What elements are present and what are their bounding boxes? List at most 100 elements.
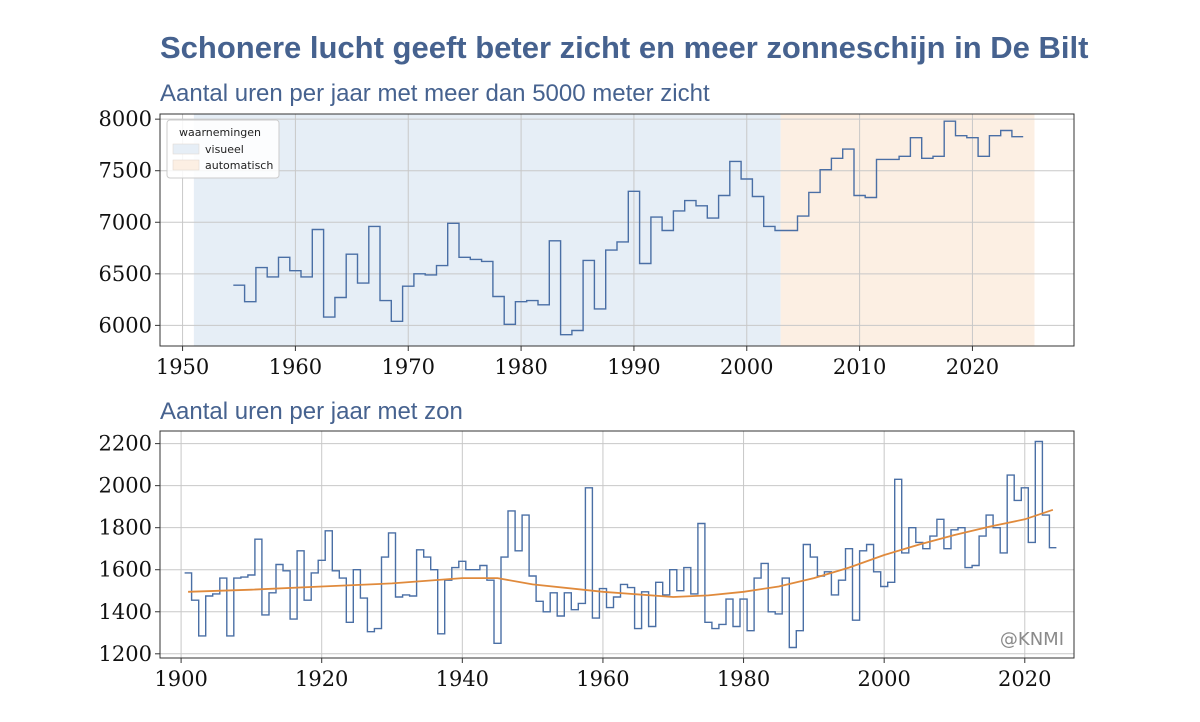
chart-2-title: Aantal uren per jaar met zon: [160, 398, 463, 425]
data-point: [314, 572, 315, 573]
data-point: [574, 609, 575, 610]
data-point: [968, 567, 969, 568]
data-point: [391, 532, 392, 533]
y-tick-label: 1200: [99, 642, 152, 666]
data-point: [652, 626, 653, 627]
y-tick-label: 1400: [99, 600, 152, 624]
data-point: [1006, 130, 1007, 131]
data-point: [803, 215, 804, 216]
data-point: [905, 552, 906, 553]
data-point: [884, 586, 885, 587]
data-point: [543, 304, 544, 305]
data-point: [893, 159, 894, 160]
data-point: [588, 260, 589, 261]
data-point: [258, 539, 259, 540]
x-tick-label: 2010: [833, 355, 886, 379]
data-point: [791, 230, 792, 231]
data-point: [385, 300, 386, 301]
data-point: [279, 564, 280, 565]
data-point: [877, 571, 878, 572]
data-point: [994, 135, 995, 136]
data-point: [667, 230, 668, 231]
data-point: [926, 548, 927, 549]
data-point: [975, 565, 976, 566]
data-point: [799, 630, 800, 631]
data-point: [938, 156, 939, 157]
data-point: [771, 611, 772, 612]
data-point: [1045, 514, 1046, 515]
data-point: [356, 569, 357, 570]
data-point: [286, 570, 287, 571]
data-point: [560, 615, 561, 616]
data-point: [396, 321, 397, 322]
data-point: [919, 542, 920, 543]
data-point: [630, 587, 631, 588]
data-point: [735, 161, 736, 162]
data-point: [904, 156, 905, 157]
data-point: [645, 263, 646, 264]
y-tick-label: 7500: [99, 159, 152, 183]
legend-swatch-automatisch: [172, 159, 200, 171]
data-point: [656, 217, 657, 218]
y-tick-label: 2000: [99, 474, 152, 498]
data-point: [724, 195, 725, 196]
shaded-region-automatisch: [780, 114, 1035, 346]
y-tick-label: 1800: [99, 516, 152, 540]
data-point: [405, 594, 406, 595]
x-tick-label: 2000: [720, 355, 773, 379]
data-point: [602, 588, 603, 589]
data-point: [678, 210, 679, 211]
data-point: [223, 578, 224, 579]
data-point: [814, 192, 815, 193]
data-point: [349, 622, 350, 623]
data-point: [328, 530, 329, 531]
data-point: [398, 596, 399, 597]
data-point: [525, 514, 526, 515]
data-point: [673, 569, 674, 570]
plot-frame: [159, 430, 1075, 659]
data-point: [743, 599, 744, 600]
data-point: [757, 578, 758, 579]
data-point: [982, 535, 983, 536]
data-point: [430, 274, 431, 275]
data-point: [841, 580, 842, 581]
data-point: [785, 578, 786, 579]
data-point: [870, 544, 871, 545]
data-point: [509, 324, 510, 325]
data-point: [566, 334, 567, 335]
data-point: [455, 567, 456, 568]
chart-2: 1900 1920 1940 1960 1980 2000 2020 1200 1400 1600…: [99, 430, 1075, 691]
data-point: [384, 557, 385, 558]
y-tick-label: 1600: [99, 558, 152, 582]
data-point: [595, 617, 596, 618]
legend-swatch-visueel: [172, 143, 200, 155]
data-point: [825, 169, 826, 170]
data-point: [940, 519, 941, 520]
data-point: [609, 607, 610, 608]
data-point: [954, 529, 955, 530]
data-point: [251, 574, 252, 575]
data-point: [949, 121, 950, 122]
data-point: [434, 569, 435, 570]
data-point: [983, 156, 984, 157]
x-tick-label: 2020: [946, 355, 999, 379]
data-point: [202, 635, 203, 636]
data-point: [420, 549, 421, 550]
data-point: [476, 569, 477, 570]
data-point: [1038, 441, 1039, 442]
data-point: [623, 584, 624, 585]
data-point: [518, 550, 519, 551]
data-point: [722, 624, 723, 625]
data-point: [712, 218, 713, 219]
data-point: [300, 550, 301, 551]
data-point: [238, 285, 239, 286]
shaded-region-visueel: [193, 114, 781, 346]
data-point: [370, 631, 371, 632]
data-point: [342, 578, 343, 579]
data-point: [469, 569, 470, 570]
data-point: [520, 301, 521, 302]
x-tick-label: 1990: [607, 355, 660, 379]
data-point: [532, 300, 533, 301]
data-point: [377, 628, 378, 629]
